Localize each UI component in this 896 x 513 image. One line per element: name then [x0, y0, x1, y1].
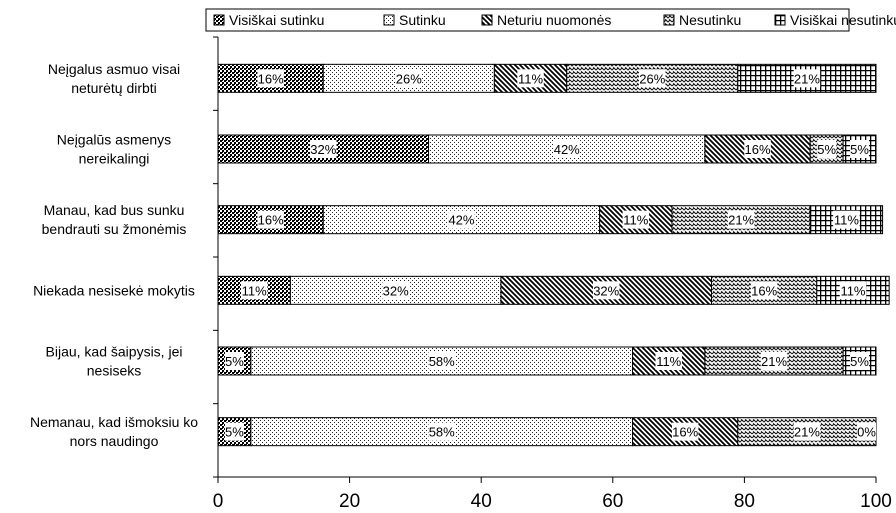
data-label: 21%: [794, 425, 820, 440]
legend-swatch: [663, 14, 675, 26]
data-label-bg: [448, 210, 475, 229]
data-label-bg: [850, 352, 870, 370]
data-label-bg: [857, 422, 876, 441]
category-label: Neįgalus asmuo visai neturėtų dirbti: [48, 61, 180, 96]
data-label-bg: [517, 69, 544, 88]
category-labels: Neįgalus asmuo visai neturėtų dirbti Neįga…: [30, 61, 198, 449]
data-label-bg: [793, 69, 821, 88]
data-label-bg: [744, 140, 771, 158]
legend-swatch: [481, 14, 493, 26]
data-label-bg: [727, 210, 755, 229]
data-label-bg: [839, 281, 867, 300]
legend-label: Neturiu nuomonės: [497, 12, 611, 28]
data-label: 42%: [448, 213, 474, 228]
data-label: 42%: [554, 142, 580, 157]
data-label-bg: [671, 422, 699, 441]
data-label: 11%: [656, 354, 681, 369]
x-tick-label: 60: [602, 491, 623, 512]
data-label: 26%: [639, 71, 665, 86]
data-label: 5%: [850, 142, 869, 157]
data-label-bg: [257, 69, 284, 88]
data-label: 5%: [225, 425, 244, 440]
legend-label: Sutinku: [399, 12, 446, 28]
category-label: Niekada nesisekė mokytis: [33, 282, 195, 298]
legend-swatch: [213, 14, 225, 26]
category-label: Manau, kad bus sunku bendrauti su žmonėmi…: [42, 202, 187, 237]
data-label: 16%: [258, 213, 284, 228]
bars: 16% 26% 11% 26% 21% 32% 42% 16% 5% 5% 16% 42% 11% 21%…: [217, 63, 890, 447]
data-label: 5%: [817, 142, 836, 157]
legend-box: [205, 8, 850, 32]
legend-label: Visiškai sutinku: [229, 12, 324, 28]
data-label: 5%: [225, 354, 244, 369]
legend: Visiškai sutinku Sutinku Neturiu nuomonės N…: [205, 8, 896, 32]
data-label: 11%: [518, 71, 543, 86]
data-label: 21%: [761, 354, 787, 369]
data-label-bg: [240, 281, 268, 300]
data-label-bg: [257, 210, 284, 229]
data-label-bg: [428, 422, 455, 441]
data-label: 11%: [840, 283, 865, 298]
data-label: 11%: [623, 213, 648, 228]
data-label: 5%: [850, 354, 869, 369]
data-label-bg: [639, 69, 666, 88]
data-label: 32%: [383, 283, 409, 298]
data-label: 58%: [429, 425, 455, 440]
data-label-bg: [750, 281, 778, 300]
data-label-bg: [817, 140, 837, 158]
data-label-bg: [224, 422, 244, 441]
data-label: 21%: [728, 213, 754, 228]
data-label: 16%: [751, 283, 777, 298]
data-label-bg: [760, 352, 788, 370]
data-label: 11%: [242, 283, 267, 298]
data-label: 32%: [310, 142, 336, 157]
data-label: 32%: [593, 283, 619, 298]
data-label-bg: [793, 422, 821, 441]
data-label: 0%: [857, 425, 876, 440]
x-tick-label: 100: [860, 491, 892, 512]
data-label-bg: [224, 352, 244, 370]
data-label-bg: [592, 281, 620, 300]
data-label-bg: [553, 140, 580, 158]
data-label: 16%: [258, 71, 284, 86]
legend-label: Nesutinku: [679, 12, 741, 28]
category-label: Bijau, kad šaipysis, jei nesiseks: [46, 344, 183, 379]
data-label-bg: [395, 69, 423, 88]
axes: 0 20 40 60 80 100: [213, 36, 892, 512]
data-label: 21%: [794, 71, 820, 86]
data-label: 16%: [672, 425, 698, 440]
data-label: 58%: [429, 354, 455, 369]
legend-swatch: [383, 14, 395, 26]
x-tick-label: 0: [213, 491, 224, 512]
data-label-bg: [382, 281, 409, 300]
data-label: 11%: [834, 213, 859, 228]
category-label: Nemanau, kad išmoksiu ko nors naudingo: [30, 414, 198, 449]
category-label: Neįgalūs asmenys nereikalingi: [57, 132, 171, 167]
data-label-bg: [428, 352, 455, 370]
legend-swatch: [774, 14, 786, 26]
data-label: 16%: [745, 142, 771, 157]
x-tick-label: 80: [734, 491, 755, 512]
legend-label: Visiškai nesutinku: [790, 12, 896, 28]
x-tick-label: 40: [471, 491, 492, 512]
data-label-bg: [622, 210, 650, 229]
data-label-bg: [655, 352, 682, 370]
data-label: 26%: [396, 71, 422, 86]
x-tick-label: 20: [339, 491, 360, 512]
data-label-bg: [310, 140, 337, 158]
data-label-bg: [833, 210, 860, 229]
data-label-bg: [850, 140, 870, 158]
